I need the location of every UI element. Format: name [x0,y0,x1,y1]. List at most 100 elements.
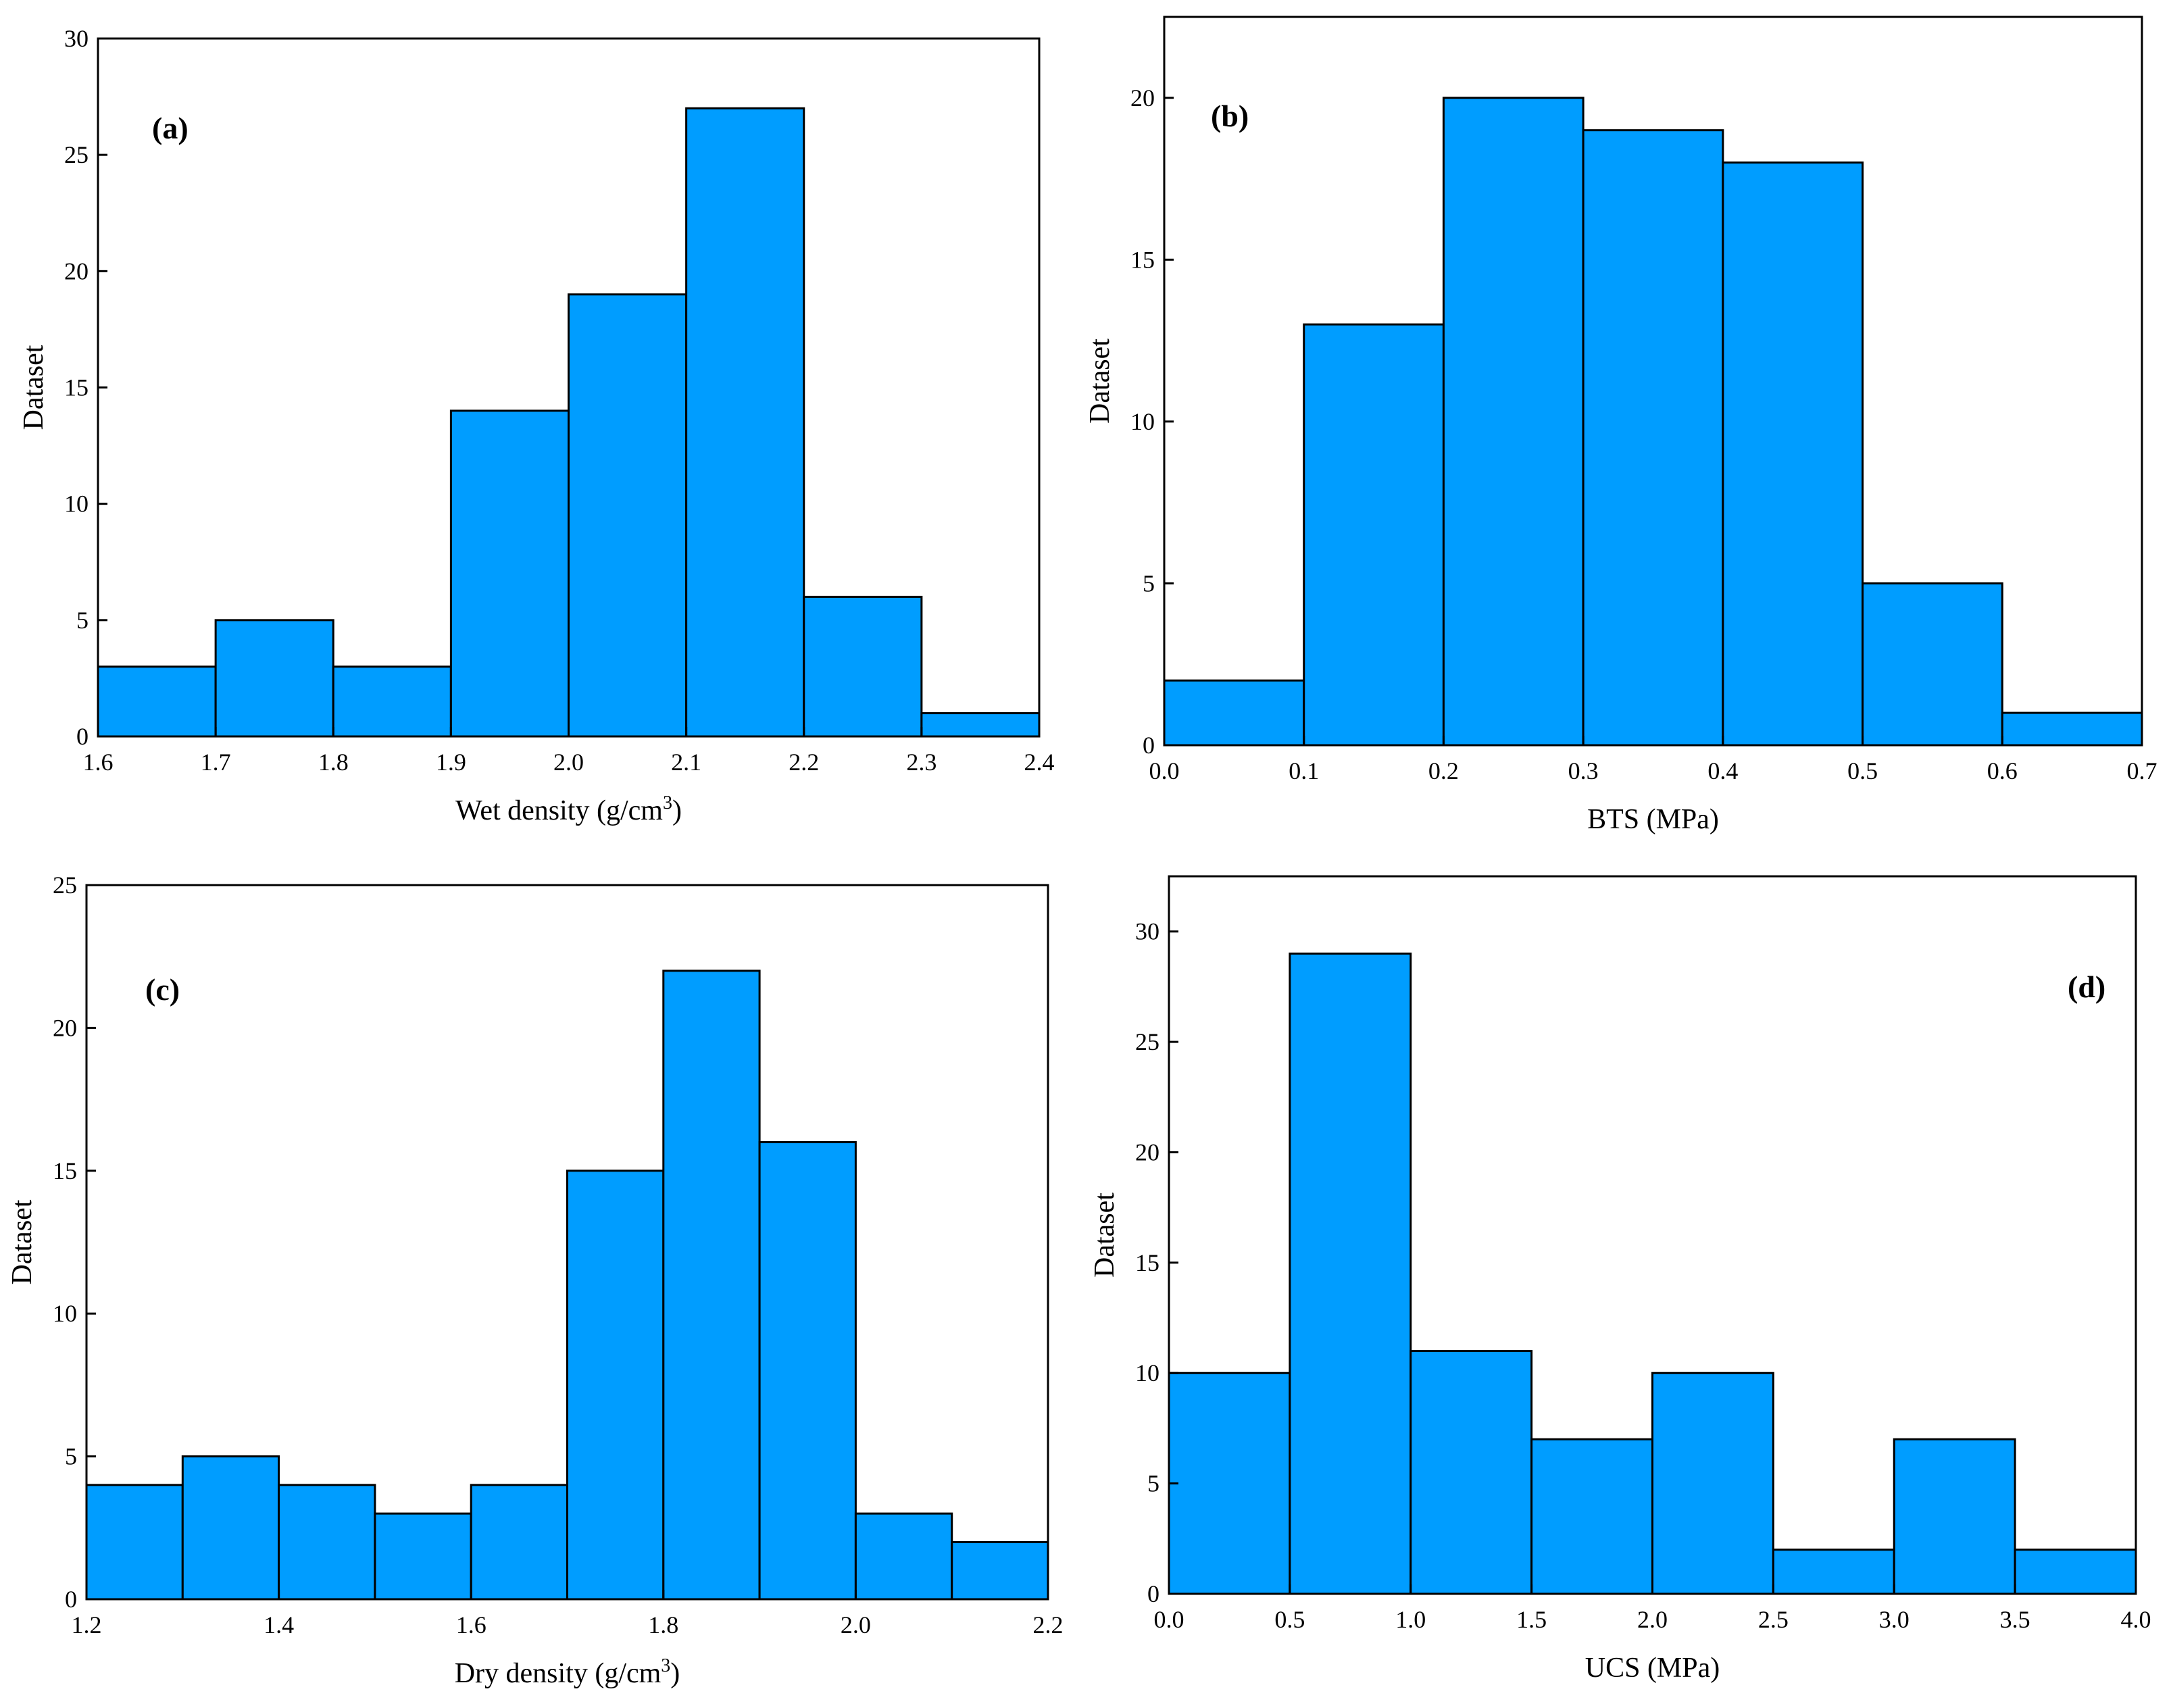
panel-d-x-tick-label: 0.0 [1154,1606,1184,1633]
panel-c-y-tick-label: 0 [65,1586,77,1613]
panel-c-y-tick-label: 10 [53,1300,77,1327]
panel-d-y-tick-label: 30 [1135,918,1159,945]
panel-a-x-tick-label: 2.1 [671,749,701,776]
panel-d-y-tick-label: 10 [1135,1359,1159,1386]
panel-d-x-tick-label: 0.5 [1274,1606,1305,1633]
panel-a-x-tick-label: 1.8 [318,749,349,776]
panel-b-y-tick-label: 5 [1143,570,1155,597]
panel-c-bar-8 [758,1141,857,1601]
panel-d-bar-7 [1893,1438,2016,1595]
panel-d-y-axis-title: Dataset [1089,1192,1120,1278]
panel-d-bar-3 [1409,1350,1533,1595]
panel-d-bar-4 [1530,1438,1653,1595]
panel-a-bar-3 [332,665,452,738]
panel-b-x-tick-label: 0.6 [1987,757,2018,784]
panel-c-bar-6 [566,1170,665,1601]
panel-c-bar-1 [85,1484,184,1601]
panel-a-bar-1 [97,665,217,738]
panel-d-bar-2 [1289,952,1412,1595]
panel-b-bar-2 [1303,323,1445,747]
panel-c-x-axis-title: Dry density (g/cm3) [455,1655,680,1689]
panel-a-bar-4 [449,409,570,738]
panel-a-x-tick-label: 1.7 [201,749,231,776]
panel-b-bar-1 [1163,679,1305,747]
panel-a-x-tick-label: 1.6 [83,749,114,776]
panel-b-x-tick-label: 0.2 [1428,757,1459,784]
panel-c-x-tick-label: 1.8 [648,1611,678,1638]
panel-b-y-tick-label: 20 [1130,84,1155,111]
panel-c-y-tick-label: 15 [53,1157,77,1184]
panel-d-x-tick-label: 4.0 [2121,1606,2151,1633]
panel-b-y-tick-label: 0 [1143,732,1155,759]
panel-d-x-tick-label: 3.0 [1879,1606,1910,1633]
panel-a-y-tick-label: 25 [64,141,89,168]
panel-c-y-tick-label: 5 [65,1443,77,1470]
panel-b-x-tick-label: 0.5 [1847,757,1878,784]
panel-b-bar-5 [1722,161,1864,747]
panel-a-bar-6 [685,107,805,738]
panel-d: 0.0 0.5 1.0 1.5 2.0 2.5 3.0 3.5 4.0 0 5 10 15 20 25 30 U… [1089,875,2151,1684]
panel-c-plot-frame [85,884,1049,1601]
panel-c-x-tick-label: 2.0 [841,1611,871,1638]
panel-d-bar-6 [1772,1549,1895,1595]
panel-a-y-axis-title: Dataset [18,345,49,430]
panel-d-y-tick-label: 15 [1135,1249,1159,1276]
panel-c-bar-3 [278,1484,376,1601]
panel-b-y-tick-label: 10 [1130,408,1155,435]
panel-b-x-tick-label: 0.7 [2127,757,2157,784]
panel-a-bar-2 [214,619,334,738]
panel-a-x-tick-label: 1.9 [436,749,466,776]
panel-d-x-axis-title: UCS (MPa) [1585,1653,1720,1684]
panel-c-bar-2 [181,1455,280,1601]
panel-b-y-axis-title: Dataset [1084,338,1116,424]
panel-a-x-axis-title: Wet density (g/cm3) [455,793,682,826]
panel-a-x-tick-label: 2.3 [906,749,937,776]
panel-d-bar-8 [2014,1549,2137,1595]
panel-d-y-tick-label: 5 [1147,1470,1159,1497]
panel-b-label: (b) [1211,99,1249,133]
panel-c-label: (c) [145,972,180,1007]
panel-d-y-tick-label: 25 [1135,1028,1159,1055]
panel-c-y-axis-title: Dataset [7,1199,38,1284]
panel-c-x-tick-label: 2.2 [1033,1611,1064,1638]
panel-b-y-tick-label: 15 [1130,246,1155,273]
panel-c-y-tick-label: 20 [53,1014,77,1041]
panel-c-bar-9 [854,1512,953,1601]
panel-b-x-tick-label: 0.3 [1568,757,1599,784]
panel-a-y-tick-label: 10 [64,491,89,518]
panel-d-label: (d) [2068,970,2105,1004]
panel-c-bar-10 [951,1540,1049,1601]
panel-a-bar-7 [803,595,923,738]
panel-a-bar-5 [568,293,688,738]
panel-a-x-tick-label: 2.4 [1024,749,1055,776]
panel-d-y-tick-label: 20 [1135,1138,1159,1165]
panel-a-y-tick-label: 5 [76,607,89,634]
panel-c-y-tick-label: 25 [53,872,77,899]
panel-a-x-tick-label: 2.2 [789,749,819,776]
panel-d-x-tick-label: 1.0 [1395,1606,1426,1633]
panel-c-bar-7 [662,970,761,1601]
panel-a-y-tick-label: 20 [64,257,89,284]
panel-a: 1.6 1.7 1.8 1.9 2.0 2.1 2.2 2.3 2.4 0 5 10 15 20 25 30 W… [18,25,1055,826]
panel-a-y-tick-label: 0 [76,723,89,750]
panel-b-plot-frame [1163,16,2143,747]
panel-c: 1.2 1.4 1.6 1.8 2.0 2.2 0 5 10 15 20 25 Dry density … [7,872,1064,1689]
panel-b-bar-3 [1442,97,1584,747]
panel-b-bar-6 [1862,582,2003,747]
panel-a-label: (a) [152,111,189,145]
panel-d-x-tick-label: 2.0 [1637,1606,1668,1633]
panel-b-x-tick-label: 0.1 [1289,757,1319,784]
panel-d-bar-5 [1651,1372,1774,1595]
panel-d-x-tick-label: 2.5 [1758,1606,1789,1633]
panel-c-bar-5 [470,1484,569,1601]
panel-d-bar-1 [1168,1372,1291,1595]
panel-b-x-axis-title: BTS (MPa) [1587,804,1719,835]
panel-a-x-tick-label: 2.0 [553,749,584,776]
panel-b-x-tick-label: 0.4 [1707,757,1738,784]
panel-c-x-tick-label: 1.6 [456,1611,486,1638]
panel-d-x-tick-label: 1.5 [1516,1606,1547,1633]
panel-a-y-tick-label: 15 [64,374,89,401]
panel-b-x-tick-label: 0.0 [1149,757,1180,784]
panel-d-x-tick-label: 3.5 [2000,1606,2030,1633]
